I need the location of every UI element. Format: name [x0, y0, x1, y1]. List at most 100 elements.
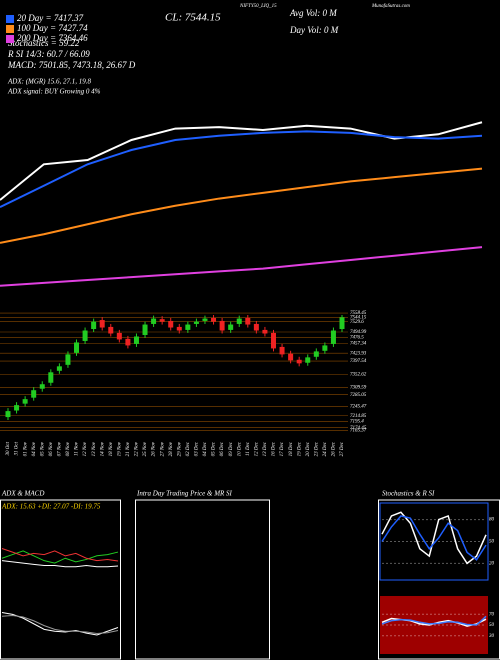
series-line: [381, 515, 487, 561]
series-line: [1, 550, 119, 564]
x-tick-label: 10 Dec: [237, 441, 242, 456]
panel-title: ADX & MACD: [1, 490, 44, 498]
indicator: R SI 14/3: 60.7 / 66.09: [7, 49, 90, 59]
x-tick-label: 12 Nov: [83, 441, 88, 456]
x-tick-label: 09 Dec: [229, 441, 234, 456]
candle-body: [14, 405, 20, 411]
x-tick-label: 08 Nov: [66, 441, 71, 456]
x-tick-label: 11 Dec: [246, 441, 251, 456]
y-tick-label: 7397.54: [350, 359, 367, 364]
x-tick-label: 30 Oct: [6, 441, 11, 455]
candle-body: [228, 324, 234, 330]
y-tick-label: 7423.93: [350, 351, 367, 356]
y-tick-label: 50: [489, 540, 495, 545]
candle-body: [125, 338, 131, 346]
candle-body: [176, 326, 182, 331]
series-line: [1, 614, 119, 635]
indicator: ADX: (MGR) 15.6, 27.1, 19.8: [7, 78, 92, 86]
y-tick-label: 7309.59: [350, 385, 367, 390]
panel-title: Intra Day Trading Price & MR SI: [136, 490, 233, 498]
candle-body: [159, 319, 165, 322]
y-tick-label: 7285.05: [350, 393, 367, 398]
candle-body: [288, 353, 294, 361]
x-tick-label: 14 Nov: [100, 441, 105, 456]
candle-body: [116, 332, 122, 340]
x-tick-label: 04 Nov: [32, 441, 37, 456]
candle-body: [48, 372, 54, 383]
candle-body: [168, 320, 174, 328]
series-line: [1, 612, 119, 636]
x-tick-label: 03 Dec: [195, 441, 200, 456]
y-tick-label: 7174.45: [350, 426, 367, 431]
y-tick-label: 7544.15: [350, 315, 367, 320]
y-tick-label: 7457.34: [350, 341, 367, 346]
y-tick-label: 7558.45: [350, 311, 367, 316]
panel-background: [379, 502, 489, 581]
y-tick-label: 80: [489, 518, 495, 523]
candle-body: [22, 399, 28, 404]
series-line: [1, 560, 119, 568]
x-tick-label: 05 Dec: [212, 441, 217, 456]
candle-body: [74, 342, 80, 353]
series-line: [0, 246, 483, 287]
series-line: [1, 548, 119, 562]
x-tick-label: 18 Dec: [289, 441, 294, 456]
x-tick-label: 11 Nov: [75, 441, 80, 456]
candle-body: [133, 336, 139, 344]
candle-body: [65, 354, 71, 365]
x-tick-label: 18 Nov: [109, 441, 114, 456]
candle-body: [82, 330, 88, 341]
legend-swatch: [6, 15, 14, 23]
x-tick-label: 28 Nov: [169, 441, 174, 456]
panel-frame: [0, 499, 121, 660]
x-tick-label: 31 Oct: [15, 441, 20, 455]
candle-body: [193, 321, 199, 324]
y-tick-label: 30: [489, 634, 495, 639]
panel-subtitle: ADX: 15.63 +DI: 27.07 -DI: 19.75: [1, 503, 101, 511]
y-tick-label: 50: [489, 623, 495, 628]
y-tick-label: 20: [489, 562, 495, 567]
x-tick-label: 20 Dec: [306, 441, 311, 456]
candle-body: [279, 346, 285, 355]
candle-body: [5, 411, 11, 418]
candle-body: [99, 320, 105, 328]
x-tick-label: 23 Dec: [314, 441, 319, 456]
series-line: [0, 167, 483, 244]
close-price: CL: 7544.15: [165, 12, 221, 24]
x-tick-label: 05 Nov: [40, 441, 45, 456]
x-tick-label: 04 Dec: [203, 441, 208, 456]
candle-body: [151, 318, 157, 324]
legend-swatch: [6, 35, 14, 43]
x-tick-label: 06 Dec: [220, 441, 225, 456]
x-tick-label: 27 Dec: [340, 441, 345, 456]
panel-title: Stochastics & R SI: [382, 490, 435, 498]
candle-body: [108, 326, 114, 334]
candle-body: [31, 390, 37, 398]
x-tick-label: 25 Nov: [143, 441, 148, 456]
y-tick-label: 7165.37: [350, 429, 367, 434]
site: MunafaSutras.com: [371, 4, 410, 9]
x-tick-label: 12 Dec: [254, 441, 259, 456]
x-tick-label: 07 Nov: [58, 441, 63, 456]
candle-body: [330, 330, 336, 344]
x-tick-label: 16 Dec: [272, 441, 277, 456]
y-tick-label: 7214.85: [350, 414, 367, 419]
x-tick-label: 19 Dec: [297, 441, 302, 456]
candle-body: [270, 332, 276, 349]
x-tick-label: 01 Nov: [23, 441, 28, 456]
avg-volume: Avg Vol: 0 M: [289, 8, 337, 18]
x-tick-label: 13 Nov: [92, 441, 97, 456]
x-tick-label: 02 Dec: [186, 441, 191, 456]
x-tick-label: 29 Nov: [177, 441, 182, 456]
x-tick-label: 19 Nov: [117, 441, 122, 456]
candle-body: [202, 318, 208, 321]
y-tick-label: 7476.5: [350, 336, 364, 341]
series-line: [0, 130, 483, 209]
candle-body: [219, 320, 225, 331]
y-tick-label: 7195.4: [350, 420, 364, 425]
candle-body: [185, 324, 191, 330]
x-tick-label: 24 Dec: [323, 441, 328, 456]
candle-body: [305, 357, 311, 363]
x-tick-label: 17 Dec: [280, 441, 285, 456]
